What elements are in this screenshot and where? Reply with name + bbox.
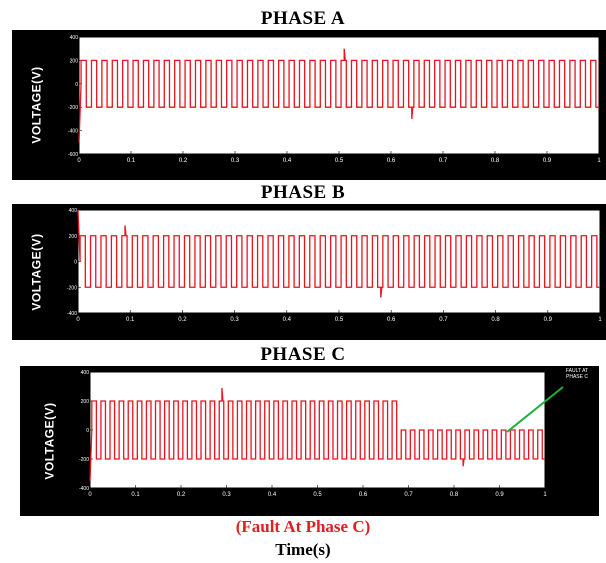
y-tick-label: 200 (70, 58, 79, 64)
x-tick-label: 1 (597, 158, 601, 164)
x-tick-label: 0.8 (491, 158, 500, 164)
x-tick-label: 0.5 (335, 317, 344, 323)
x-tick-label: 0.2 (179, 158, 188, 164)
phase-c-plot: 0 0.1 0.2 0.3 0.4 0.5 0.6 0.7 0.8 0.9 1 400 200 0 -200… (79, 370, 547, 498)
phase-b-plot: 0 0.1 0.2 0.3 0.4 0.5 0.6 0.7 0.8 0.9 1 400 200 0 -200… (67, 208, 602, 323)
phase-b-title: PHASE B (260, 182, 346, 203)
y-tick-label: 200 (81, 399, 90, 405)
y-tick-label: -200 (68, 105, 78, 111)
y-tick-label: 400 (81, 370, 90, 376)
fault-annotation-line2: PHASE C (566, 374, 588, 380)
x-tick-label: 0.4 (283, 317, 292, 323)
y-tick-label: 0 (74, 260, 77, 266)
x-tick-label: 0 (88, 492, 92, 498)
x-tick-label: 0.3 (231, 158, 240, 164)
x-tick-label: 0.1 (126, 317, 135, 323)
y-tick-label: 200 (69, 234, 78, 240)
y-tick-label: -400 (79, 486, 89, 492)
x-tick-label: 1 (598, 317, 602, 323)
y-tick-label: -600 (68, 152, 78, 158)
phase-a-title: PHASE A (260, 8, 346, 29)
x-tick-label: 0.7 (439, 158, 448, 164)
x-tick-label: 0.5 (335, 158, 344, 164)
y-tick-label: 0 (75, 82, 78, 88)
caption: (Fault At Phase C) (235, 517, 371, 536)
x-tick-label: 0.8 (491, 317, 500, 323)
x-tick-label: 0.9 (495, 492, 504, 498)
fault-annotation: FAULT AT PHASE C (557, 368, 597, 380)
x-tick-label: 0.7 (439, 317, 448, 323)
x-tick-label: 0.2 (177, 492, 186, 498)
x-tick-label: 0.7 (404, 492, 413, 498)
x-tick-label: 0.9 (544, 317, 553, 323)
x-tick-label: 0.3 (230, 317, 239, 323)
phase-c-title: PHASE C (260, 344, 346, 365)
x-tick-label: 0.6 (387, 317, 396, 323)
x-tick-label: 0.6 (359, 492, 368, 498)
x-tick-label: 0.4 (283, 158, 292, 164)
y-tick-label: 400 (70, 35, 79, 41)
voltage-series-line (77, 209, 600, 298)
y-tick-label: -200 (67, 285, 77, 291)
y-tick-label: 0 (86, 428, 89, 434)
x-tick-label: 1 (543, 492, 547, 498)
y-tick-label: -400 (67, 311, 77, 317)
x-tick-label: 0.8 (450, 492, 459, 498)
y-tick-label: -400 (68, 129, 78, 135)
x-tick-label: 0.1 (131, 492, 140, 498)
x-tick-label: 0.1 (127, 158, 136, 164)
phase-a-plot: 0 0.1 0.2 0.3 0.4 0.5 0.6 0.7 0.8 0.9 1 400 200 0 -200… (68, 35, 601, 164)
x-tick-label: 0.9 (543, 158, 552, 164)
fault-annotation-line1: FAULT AT (565, 368, 589, 374)
voltage-series-line (89, 387, 545, 481)
voltage-series-line (78, 48, 599, 143)
x-tick-label: 0.2 (178, 317, 187, 323)
x-axis-label: Time(s) (275, 540, 331, 559)
x-tick-label: 0.5 (313, 492, 322, 498)
x-tick-label: 0.6 (387, 158, 396, 164)
y-tick-label: -200 (79, 457, 89, 463)
x-tick-label: 0 (77, 158, 81, 164)
x-tick-label: 0.4 (268, 492, 277, 498)
x-tick-label: 0 (76, 317, 80, 323)
x-tick-label: 0.3 (222, 492, 231, 498)
y-tick-label: 400 (69, 208, 78, 214)
